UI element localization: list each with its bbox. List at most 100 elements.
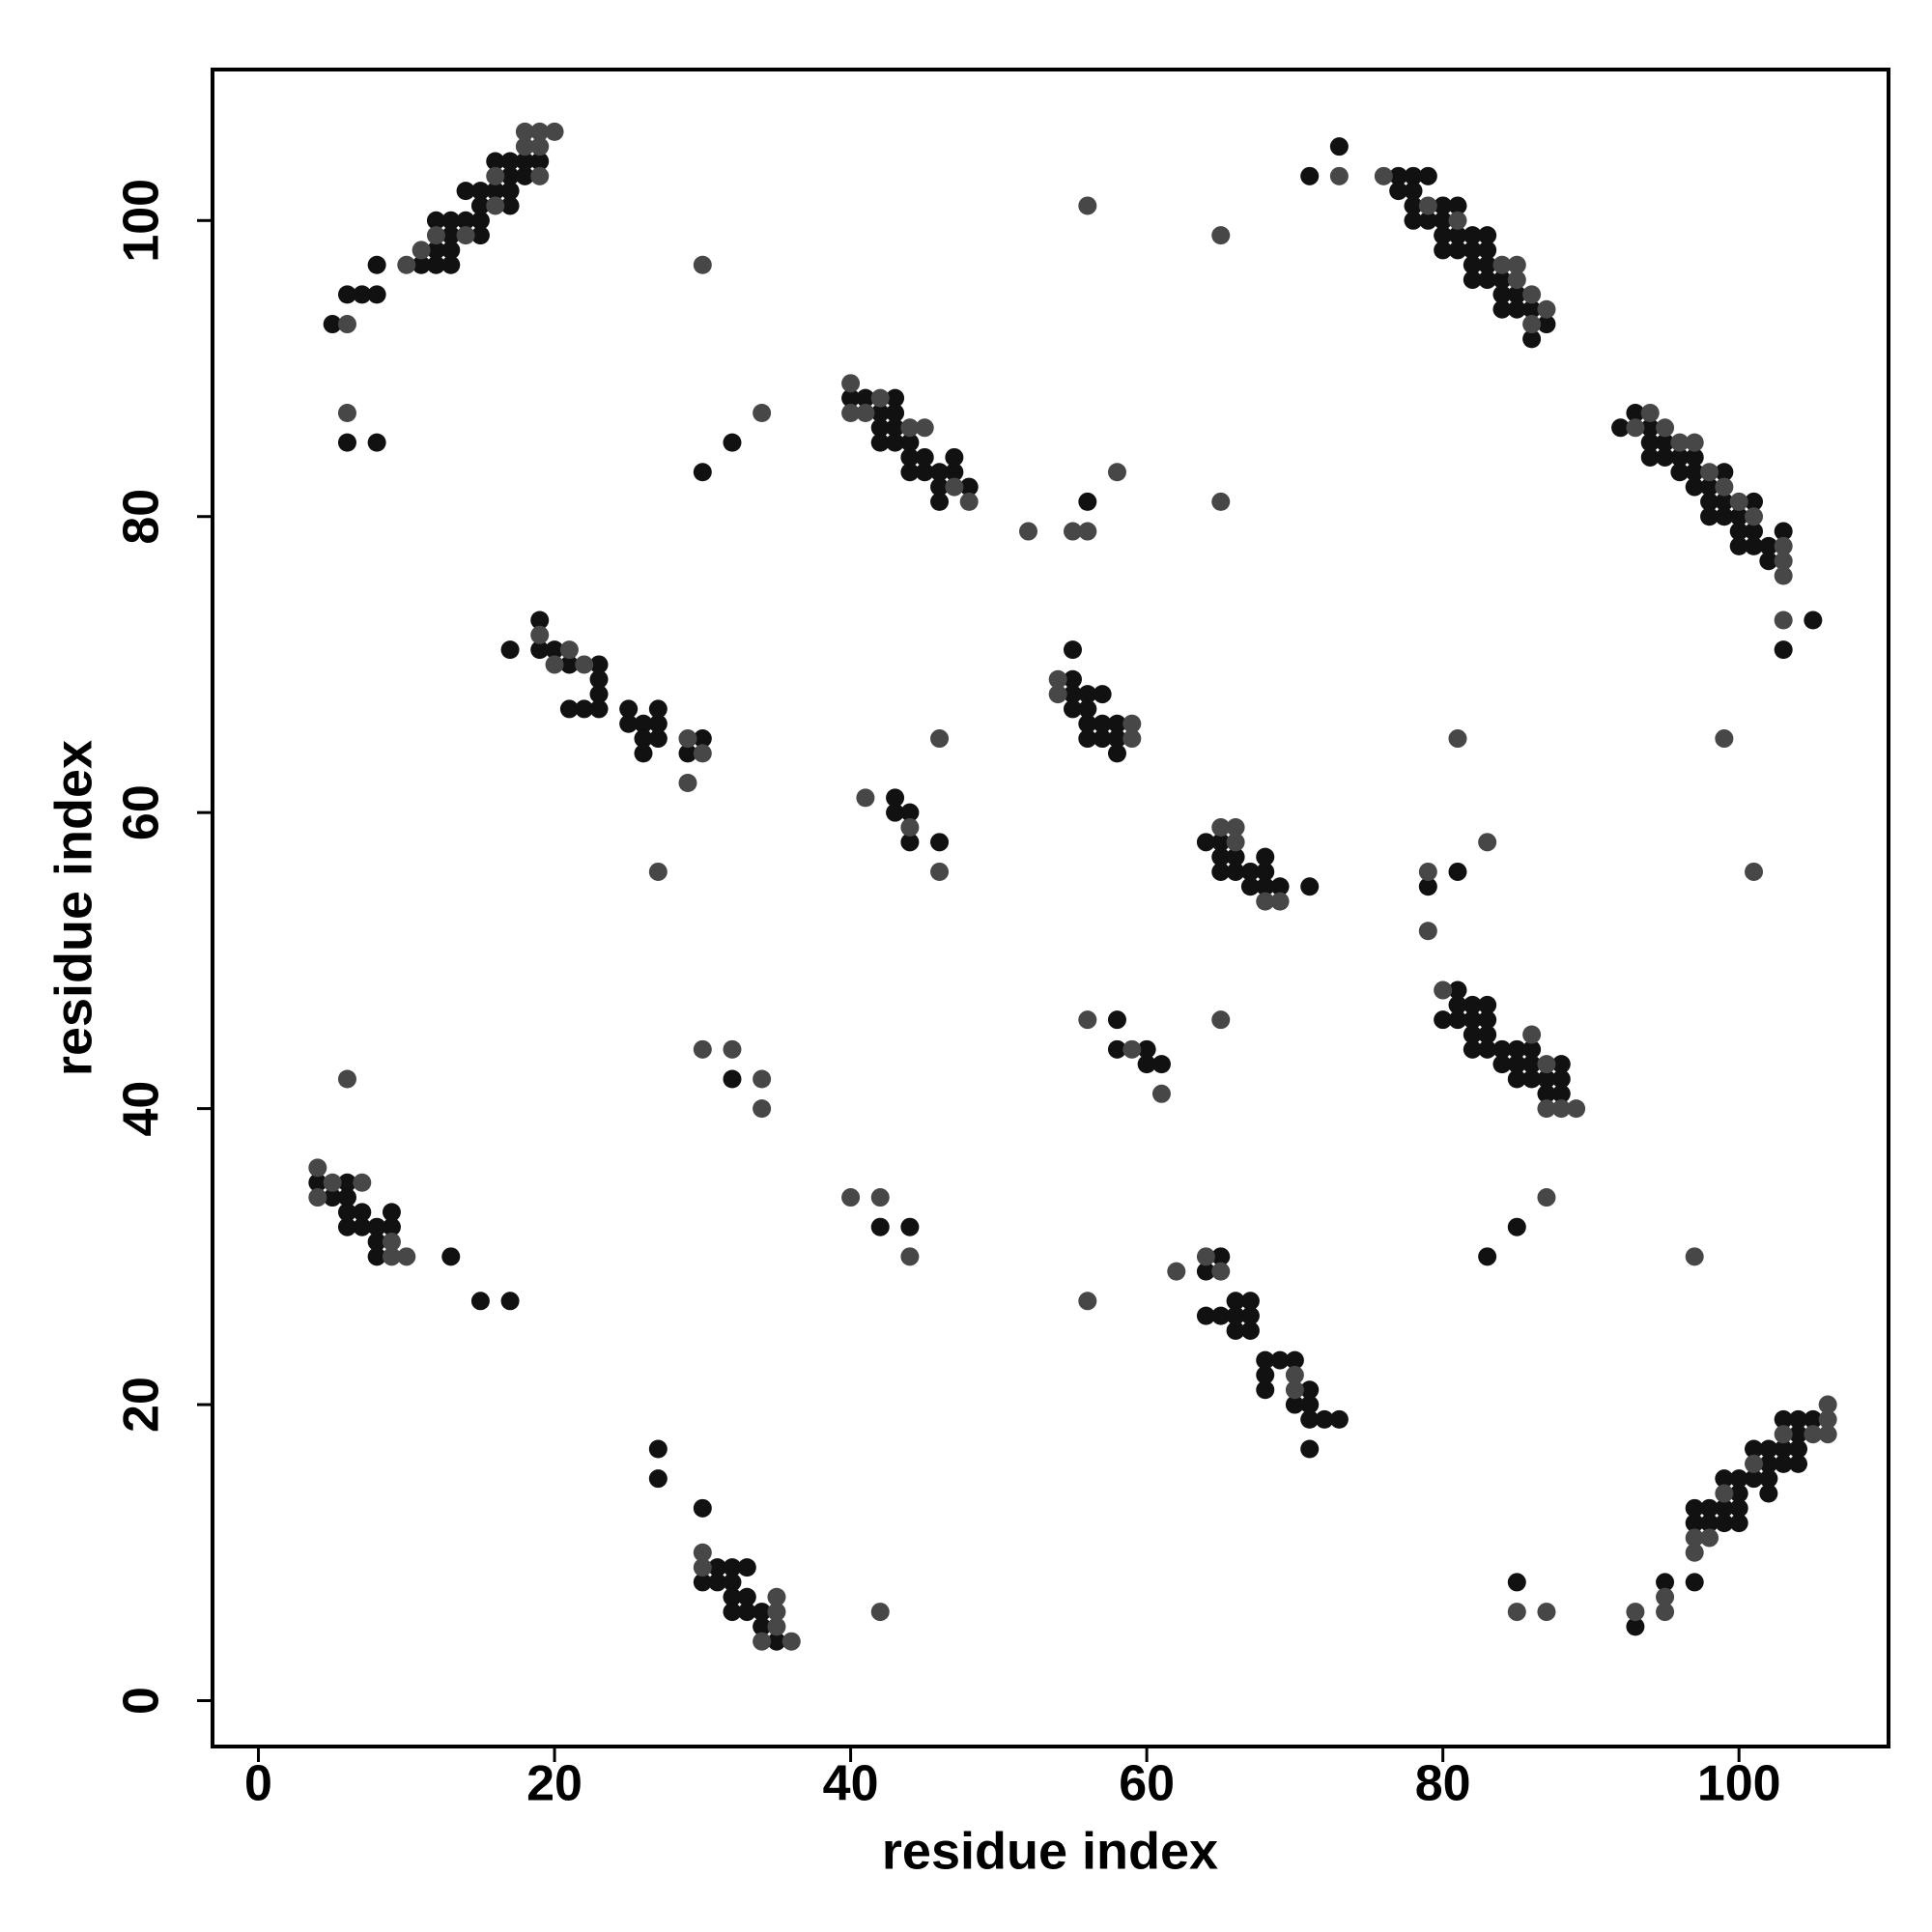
point [545,122,564,141]
point [1463,1039,1482,1059]
point [870,403,890,422]
y-tick-label: 60 [114,784,170,840]
point [1167,1262,1186,1281]
point [426,226,445,245]
point [1122,729,1142,749]
point [1789,1439,1808,1459]
point [1522,329,1542,349]
point [634,744,653,763]
point [841,388,861,408]
point [959,477,979,497]
point [930,833,950,852]
point [693,1573,712,1592]
point [1729,1469,1748,1489]
point [1285,1350,1304,1370]
point [1078,729,1097,749]
point [1745,507,1764,526]
point [945,477,964,497]
point [1107,463,1126,482]
point [619,714,639,733]
point [1537,1069,1556,1089]
point [870,388,890,408]
point [1759,1469,1778,1489]
point [559,640,579,660]
point [1478,270,1497,290]
point [1196,1306,1215,1325]
point [486,152,505,171]
point [1700,1498,1719,1518]
point [1774,1454,1793,1473]
point [559,655,579,674]
point [1715,463,1734,482]
point [1256,877,1275,896]
point [1063,640,1082,660]
point [1804,611,1823,630]
point [1418,862,1437,881]
point [1078,196,1097,215]
point [886,388,905,408]
point [1789,1425,1808,1444]
point [648,1439,668,1459]
point [1774,566,1793,585]
point [723,1587,742,1606]
point [781,1632,801,1651]
point [1329,137,1349,156]
point [575,655,594,674]
point [1300,166,1320,185]
point [323,315,342,334]
point [1745,492,1764,511]
point [1700,463,1719,482]
point [1774,1425,1793,1444]
point [397,255,416,274]
point [1715,507,1734,526]
point [337,1203,356,1222]
point [693,463,712,482]
point [723,1573,742,1592]
point [515,166,534,185]
point [382,1217,401,1236]
point [1729,507,1748,526]
point [1745,1439,1764,1459]
point [708,1573,727,1592]
point [1685,1543,1704,1562]
point [1404,211,1423,230]
point [1463,1025,1482,1044]
point [1715,1498,1734,1518]
point [723,1069,742,1089]
point [1685,1573,1704,1592]
x-tick-label: 0 [244,1756,272,1812]
point [1300,1395,1320,1414]
point [412,255,431,274]
point [1478,226,1497,245]
point [1463,995,1482,1014]
point [900,418,920,438]
point [886,788,905,808]
point [1151,1084,1171,1103]
point [1774,522,1793,541]
point [753,1099,772,1119]
point [1211,817,1231,837]
point [870,433,890,452]
point [1745,1469,1764,1489]
point [915,447,934,467]
point [1759,552,1778,571]
point [723,433,742,452]
point [856,388,875,408]
point [1329,166,1349,185]
point [1389,166,1408,185]
point [1137,1039,1156,1059]
point [693,1558,712,1577]
point [1448,211,1467,230]
point [308,1188,327,1208]
point [886,418,905,438]
point [1685,1498,1704,1518]
point [1507,1603,1526,1622]
point [308,1173,327,1192]
point [470,1292,490,1311]
point [530,611,550,630]
point [486,182,505,201]
point [648,862,668,881]
point [1226,847,1245,867]
point [930,729,950,749]
